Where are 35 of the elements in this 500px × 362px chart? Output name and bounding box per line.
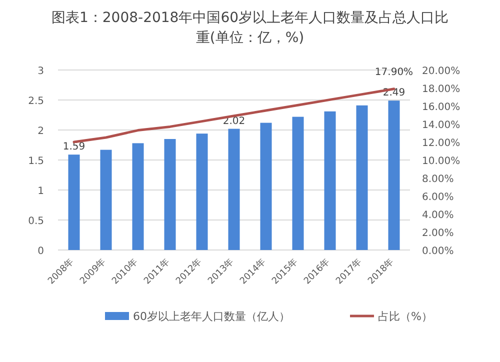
chart-title: 图表1：2008-2018年中国60岁以上老年人口数量及占总人口比重(单位：亿，%)	[51, 10, 449, 46]
y-tick-label: 3	[38, 66, 44, 77]
y2-tick-label: 10.00%	[422, 156, 460, 167]
y2-tick-label: 0.00%	[422, 246, 454, 257]
y-tick-label: 1	[38, 186, 44, 197]
y2-tick-label: 6.00%	[422, 192, 454, 203]
data-label: 1.59	[62, 142, 86, 153]
bar	[388, 100, 400, 250]
bar	[100, 150, 112, 250]
y-tick-label: 2	[38, 126, 44, 137]
y2-tick-label: 4.00%	[422, 210, 454, 221]
y-tick-label: 0.5	[28, 216, 44, 227]
data-label: 2.49	[382, 88, 406, 99]
y-tick-label: 1.5	[28, 156, 44, 167]
legend-label: 60岁以上老年人口数量（亿人）	[133, 310, 290, 323]
bar	[324, 111, 336, 250]
y2-tick-label: 20.00%	[422, 66, 460, 77]
y2-tick-label: 18.00%	[422, 84, 460, 95]
y2-tick-label: 2.00%	[422, 228, 454, 239]
bar	[132, 143, 144, 250]
bar	[196, 134, 208, 250]
y2-tick-label: 12.00%	[422, 138, 460, 149]
bar	[164, 139, 176, 250]
data-label: 17.90%	[374, 66, 414, 78]
y2-tick-label: 8.00%	[422, 174, 454, 185]
legend-label: 占比（%）	[378, 310, 432, 323]
bar	[260, 122, 272, 250]
bar	[356, 105, 368, 250]
y2-tick-label: 14.00%	[422, 120, 460, 131]
bar	[292, 116, 304, 250]
y-tick-label: 2.5	[28, 96, 44, 107]
bar	[228, 128, 240, 250]
y2-tick-label: 16.00%	[422, 102, 460, 113]
y-tick-label: 0	[38, 246, 44, 257]
bar	[68, 154, 80, 250]
